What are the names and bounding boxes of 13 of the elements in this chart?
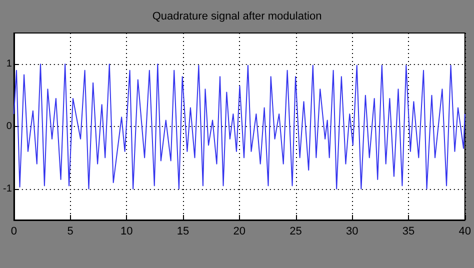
x-tick-label: 30 — [346, 226, 358, 238]
x-tick-label: 15 — [176, 226, 190, 238]
line-series — [13, 64, 466, 190]
y-tick-label: 0 — [6, 121, 12, 132]
x-tick-label: 10 — [120, 226, 133, 238]
y-tick-label: -1 — [2, 183, 12, 194]
chart-title: Quadrature signal after modulation — [152, 10, 322, 22]
x-tick-label: 5 — [67, 226, 74, 238]
x-tick-label: 35 — [402, 226, 415, 238]
y-tick-label: 1 — [6, 58, 12, 70]
x-tick-label: 25 — [290, 226, 302, 238]
x-tick-label: 40 — [458, 226, 472, 238]
x-tick-label: 20 — [233, 226, 246, 238]
